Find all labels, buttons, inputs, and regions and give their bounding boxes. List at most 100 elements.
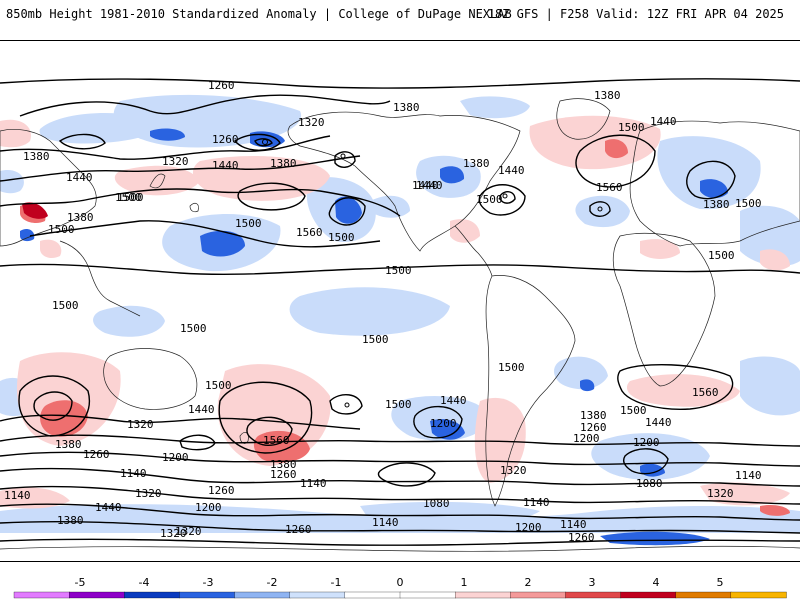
- positive-anomaly-strong: [22, 202, 48, 219]
- colorbar-segment: [399, 591, 456, 599]
- contour-label: 1440: [212, 159, 239, 172]
- colorbar-segment: [730, 591, 787, 599]
- anomaly-map: 1260 1380 1320 1380 1440 1260 1320 1440 …: [0, 77, 800, 552]
- contour-label: 1200: [430, 417, 457, 430]
- contour-label: 1320: [175, 525, 202, 538]
- contour-label: 1140: [4, 489, 31, 502]
- contour-label: 1080: [636, 477, 663, 490]
- colorbar-ticks: -5 -4 -3 -2 -1 0 1 2 3 4 5: [75, 576, 724, 589]
- colorbar-segment: [344, 591, 401, 599]
- contour-label: 1500: [498, 361, 525, 374]
- contour-label: 1440: [66, 171, 93, 184]
- contour-label: 1440: [440, 394, 467, 407]
- contour-label: 1080: [423, 497, 450, 510]
- contour-label: 1500: [205, 379, 232, 392]
- contour-label: 1380: [270, 458, 297, 471]
- contour-label: 1380: [55, 438, 82, 451]
- contour-label: 1260: [580, 421, 607, 434]
- contour-label: 1560: [596, 181, 623, 194]
- contour-label: 1500: [328, 231, 355, 244]
- contour-label: 1560: [296, 226, 323, 239]
- contour-label: 1200: [573, 432, 600, 445]
- colorbar-segment: [13, 591, 70, 599]
- contour-label: 1500: [115, 191, 142, 204]
- colorbar-segment: [179, 591, 236, 599]
- colorbar-segment: [289, 591, 346, 599]
- contour-label: 1560: [263, 434, 290, 447]
- negative-anomaly-medium: [20, 128, 728, 546]
- contour-label: 1140: [560, 518, 587, 531]
- contour-label: 1380: [67, 211, 94, 224]
- contour-label: 1320: [127, 418, 154, 431]
- contour-label: 1500: [708, 249, 735, 262]
- contour-label: 1500: [117, 191, 144, 204]
- contour-label: 1260: [212, 133, 239, 146]
- colorbar-tick-label: 3: [589, 576, 596, 589]
- contour-label: 1500: [180, 322, 207, 335]
- colorbar-tick-label: 0: [397, 576, 404, 589]
- colorbar-tick-label: 5: [717, 576, 724, 589]
- colorbar-segment: [565, 591, 622, 599]
- colorbar-tick-label: -2: [267, 576, 278, 589]
- contour-label: 1500: [48, 223, 75, 236]
- colorbar-tick-label: -4: [139, 576, 150, 589]
- contour-label: 1380: [463, 157, 490, 170]
- contour-label: 1380: [23, 150, 50, 163]
- contour-label: 1200: [195, 501, 222, 514]
- colorbar-tick-label: 2: [525, 576, 532, 589]
- contour-label: 1440: [498, 164, 525, 177]
- contour-label: 1140: [735, 469, 762, 482]
- colorbar-segment: [675, 591, 732, 599]
- model-run-info: 18Z GFS | F258 Valid: 12Z FRI APR 04 202…: [487, 7, 784, 21]
- contour-label: 1500: [385, 398, 412, 411]
- contour-label: 1200: [162, 451, 189, 464]
- contour-label: 1500: [235, 217, 262, 230]
- contour-label: 1320: [160, 527, 187, 540]
- contour-label: 1560: [692, 386, 719, 399]
- contour-label: 1500: [52, 299, 79, 312]
- contour-label: 1260: [208, 484, 235, 497]
- contour-label: 1260: [83, 448, 110, 461]
- colorbar-tick-label: -5: [75, 576, 86, 589]
- contour-label: 1380: [703, 198, 730, 211]
- colorbar-segments: [13, 591, 787, 599]
- colorbar-tick-label: 1: [461, 576, 468, 589]
- contour-label: 1440: [412, 179, 439, 192]
- contour-label: 1380: [580, 409, 607, 422]
- contour-label: 1380: [270, 157, 297, 170]
- contour-label: 1500: [362, 333, 389, 346]
- map-panel: 1260 1380 1320 1380 1440 1260 1320 1440 …: [0, 40, 800, 562]
- contour-label: 1500: [735, 197, 762, 210]
- contour-label: 1500: [618, 121, 645, 134]
- map-title: 850mb Height 1981-2010 Standardized Anom…: [6, 7, 512, 21]
- contour-label: 1440: [95, 501, 122, 514]
- contour-label: 1320: [298, 116, 325, 129]
- contour-label: 1320: [707, 487, 734, 500]
- contour-label: 1320: [162, 155, 189, 168]
- colorbar-segment: [68, 591, 125, 599]
- colorbar-segment: [620, 591, 677, 599]
- contour-label: 1380: [594, 89, 621, 102]
- contour-label: 1320: [500, 464, 527, 477]
- contour-label: 1320: [135, 487, 162, 500]
- contour-label: 1500: [620, 404, 647, 417]
- colorbar-segment: [454, 591, 511, 599]
- contour-centers: [262, 139, 603, 408]
- contour-label: 1260: [270, 468, 297, 481]
- contour-label: 1140: [523, 496, 550, 509]
- contour-label: 1260: [285, 523, 312, 536]
- contour-labels: 1260 1380 1320 1380 1440 1260 1320 1440 …: [4, 79, 762, 544]
- contour-label: 1440: [650, 115, 677, 128]
- map-header: 850mb Height 1981-2010 Standardized Anom…: [0, 0, 800, 40]
- contour-label: 1440: [188, 403, 215, 416]
- contour-label: 1140: [120, 467, 147, 480]
- contour-label: 1140: [372, 516, 399, 529]
- colorbar-tick-label: 4: [653, 576, 660, 589]
- anomaly-colorbar: -5 -4 -3 -2 -1 0 1 2 3 4 5: [13, 576, 787, 599]
- height-contours: [0, 77, 800, 546]
- contour-label: 1380: [57, 514, 84, 527]
- contour-label: 1140: [300, 477, 327, 490]
- contour-label: 1500: [476, 193, 503, 206]
- contour-label: 1380: [393, 101, 420, 114]
- contour-label: 1440: [416, 179, 443, 192]
